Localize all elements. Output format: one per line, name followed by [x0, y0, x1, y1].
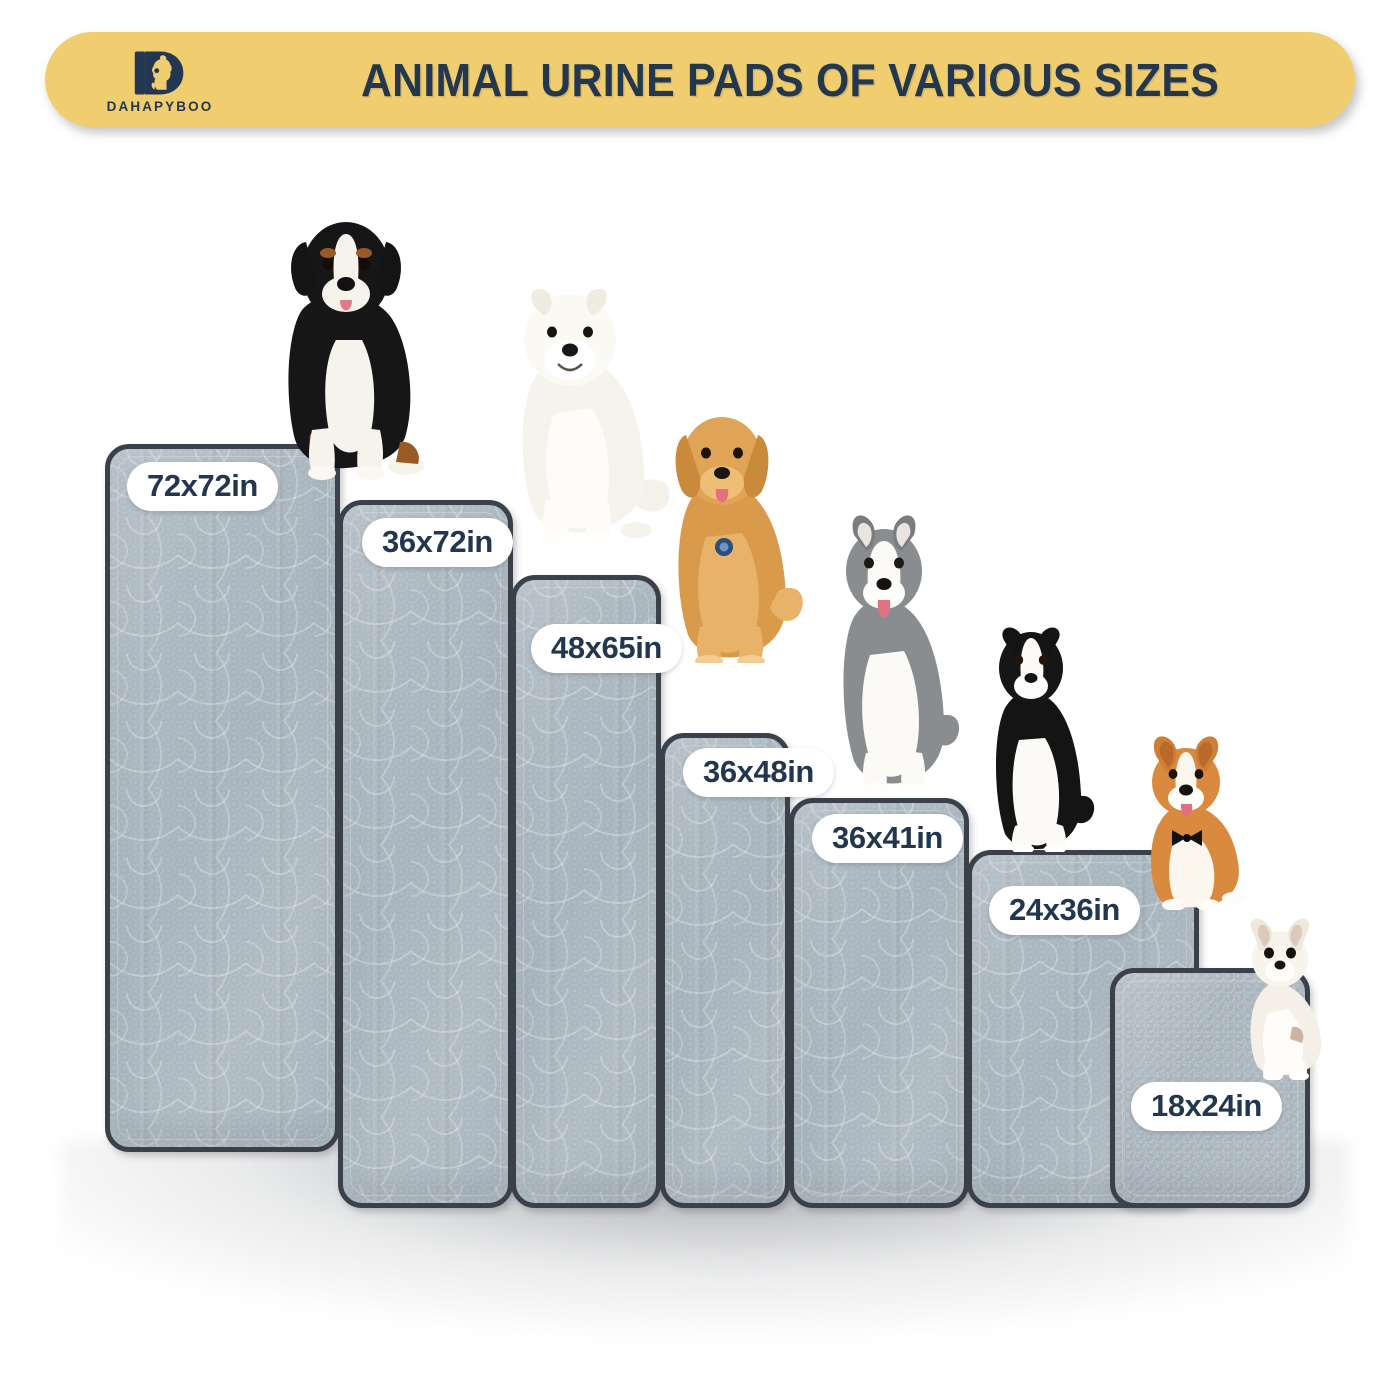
- size-label-24x36in: 24x36in: [989, 886, 1140, 936]
- size-label-36x72in: 36x72in: [362, 518, 513, 568]
- pad-36x41in[interactable]: [789, 798, 969, 1208]
- pad-72x72in[interactable]: [105, 444, 340, 1152]
- pad-36x48in[interactable]: [660, 733, 790, 1208]
- size-label-18x24in: 18x24in: [1131, 1082, 1282, 1132]
- dog-chihuahua: [1230, 915, 1335, 1080]
- page-title: ANIMAL URINE PADS OF VARIOUS SIZES: [360, 53, 1220, 106]
- pad-36x72in[interactable]: [338, 500, 513, 1208]
- size-label-48x65in: 48x65in: [531, 624, 682, 674]
- size-label-72x72in: 72x72in: [127, 462, 278, 512]
- brand-wordmark: DAHAPYBOO: [106, 99, 214, 114]
- dog-bernese-mountain-dog: [250, 190, 440, 480]
- header-banner: DAHAPYBOO ANIMAL URINE PADS OF VARIOUS S…: [45, 32, 1355, 127]
- size-label-36x48in: 36x48in: [683, 748, 834, 798]
- dog-samoyed: [492, 268, 677, 543]
- dog-pembroke-welsh-corgi: [1126, 730, 1258, 910]
- size-label-36x41in: 36x41in: [812, 814, 963, 864]
- dog-in-letter-d-logo-icon: [134, 51, 184, 95]
- dog-siberian-husky: [818, 505, 966, 793]
- dog-border-collie: [975, 612, 1100, 852]
- dog-golden-retriever: [650, 395, 810, 663]
- pad-48x65in[interactable]: [511, 575, 661, 1208]
- brand-logo: DAHAPYBOO: [95, 42, 225, 120]
